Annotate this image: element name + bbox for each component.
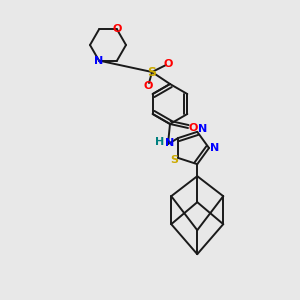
Text: N: N	[165, 138, 175, 148]
Text: N: N	[210, 143, 220, 153]
Text: O: O	[163, 59, 173, 69]
Text: O: O	[143, 81, 153, 91]
Text: H: H	[155, 137, 165, 147]
Text: N: N	[198, 124, 207, 134]
Text: S: S	[170, 155, 178, 165]
Text: O: O	[112, 24, 122, 34]
Text: O: O	[188, 123, 198, 133]
Text: S: S	[148, 65, 157, 79]
Text: N: N	[94, 56, 103, 66]
